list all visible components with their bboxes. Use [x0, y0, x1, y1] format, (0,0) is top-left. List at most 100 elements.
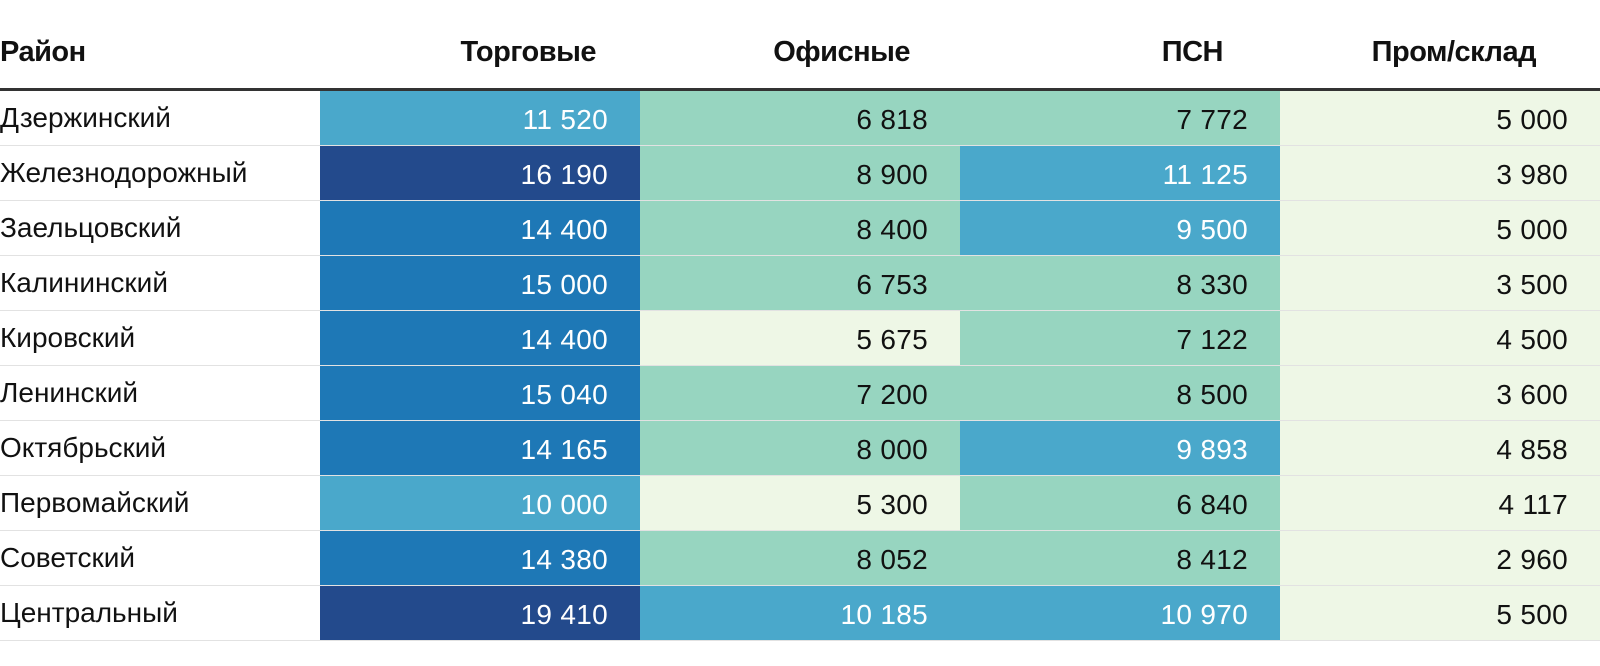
row-divider [0, 420, 1600, 421]
cell-value: 14 165 [520, 434, 608, 465]
row-divider [0, 530, 1600, 531]
district-name: Ленинский [0, 377, 139, 408]
cell-industrial: 5 500 [1280, 586, 1600, 641]
cell-value: 3 500 [1496, 269, 1568, 300]
cell-value: 14 380 [520, 544, 608, 575]
cell-value: 8 500 [1176, 379, 1248, 410]
district-name: Дзержинский [0, 102, 171, 133]
table-row: Калининский 15 000 6 753 8 330 3 500 [0, 256, 1600, 311]
district-name: Калининский [0, 267, 168, 298]
cell-value: 8 052 [856, 544, 928, 575]
cell-value: 9 893 [1176, 434, 1248, 465]
cell-value: 19 410 [520, 599, 608, 630]
cell-value: 14 400 [520, 324, 608, 355]
cell-office: 8 052 [640, 531, 960, 586]
cell-value: 5 500 [1496, 599, 1568, 630]
cell-industrial: 4 117 [1280, 476, 1600, 531]
cell-retail: 15 000 [320, 256, 640, 311]
cell-office: 7 200 [640, 366, 960, 421]
cell-office: 5 675 [640, 311, 960, 366]
header-retail: Торговые [460, 36, 597, 68]
cell-value: 8 412 [1176, 544, 1248, 575]
cell-psn: 8 500 [960, 366, 1280, 421]
row-divider [0, 145, 1600, 146]
cell-industrial: 3 500 [1280, 256, 1600, 311]
cell-office: 8 000 [640, 421, 960, 476]
cell-value: 4 858 [1496, 434, 1568, 465]
price-table: Район Торговые Офисные ПСН Пром/склад Дз… [0, 28, 1600, 641]
header-industrial: Пром/склад [1371, 36, 1537, 68]
cell-industrial: 5 000 [1280, 91, 1600, 146]
district-name: Первомайский [0, 487, 190, 518]
table-row: Первомайский 10 000 5 300 6 840 4 117 [0, 476, 1600, 531]
cell-psn: 8 412 [960, 531, 1280, 586]
cell-value: 7 122 [1176, 324, 1248, 355]
table-body: Дзержинский 11 520 6 818 7 772 5 000 Железнод… [0, 91, 1600, 641]
cell-industrial: 3 980 [1280, 146, 1600, 201]
row-divider [0, 475, 1600, 476]
table-row: Железнодорожный 16 190 8 900 11 125 3 980 [0, 146, 1600, 201]
cell-office: 10 185 [640, 586, 960, 641]
cell-value: 8 400 [856, 214, 928, 245]
cell-value: 6 840 [1176, 489, 1248, 520]
cell-value: 3 980 [1496, 159, 1568, 190]
row-divider [0, 640, 1600, 641]
cell-value: 6 753 [856, 269, 928, 300]
cell-industrial: 5 000 [1280, 201, 1600, 256]
cell-value: 5 000 [1496, 214, 1568, 245]
district-name: Железнодорожный [0, 157, 248, 188]
cell-industrial: 4 858 [1280, 421, 1600, 476]
cell-value: 4 500 [1496, 324, 1568, 355]
cell-value: 8 000 [856, 434, 928, 465]
cell-value: 6 818 [856, 104, 928, 135]
table-row: Дзержинский 11 520 6 818 7 772 5 000 [0, 91, 1600, 146]
cell-value: 15 000 [520, 269, 608, 300]
cell-value: 11 125 [1162, 159, 1248, 190]
cell-retail: 16 190 [320, 146, 640, 201]
cell-value: 10 970 [1160, 599, 1248, 630]
cell-value: 5 300 [856, 489, 928, 520]
cell-psn: 7 122 [960, 311, 1280, 366]
cell-value: 14 400 [520, 214, 608, 245]
table-row: Заельцовский 14 400 8 400 9 500 5 000 [0, 201, 1600, 256]
cell-office: 8 400 [640, 201, 960, 256]
cell-industrial: 2 960 [1280, 531, 1600, 586]
cell-value: 10 185 [840, 599, 928, 630]
table-row: Ленинский 15 040 7 200 8 500 3 600 [0, 366, 1600, 421]
row-divider [0, 255, 1600, 256]
cell-retail: 15 040 [320, 366, 640, 421]
cell-retail: 14 165 [320, 421, 640, 476]
district-name: Октябрьский [0, 432, 167, 463]
table-row: Центральный 19 410 10 185 10 970 5 500 [0, 586, 1600, 641]
cell-value: 7 772 [1176, 104, 1248, 135]
cell-value: 7 200 [856, 379, 928, 410]
cell-retail: 14 400 [320, 311, 640, 366]
cell-psn: 10 970 [960, 586, 1280, 641]
cell-office: 6 753 [640, 256, 960, 311]
cell-office: 5 300 [640, 476, 960, 531]
cell-value: 11 520 [522, 104, 608, 135]
row-divider [0, 200, 1600, 201]
row-divider [0, 365, 1600, 366]
cell-office: 8 900 [640, 146, 960, 201]
district-name: Центральный [0, 597, 178, 628]
table-header: Район Торговые Офисные ПСН Пром/склад [0, 28, 1600, 91]
district-name: Заельцовский [0, 212, 182, 243]
district-name: Советский [0, 542, 136, 573]
row-divider [0, 310, 1600, 311]
cell-retail: 14 400 [320, 201, 640, 256]
cell-office: 6 818 [640, 91, 960, 146]
cell-value: 4 117 [1498, 489, 1568, 520]
cell-value: 8 330 [1176, 269, 1248, 300]
cell-retail: 19 410 [320, 586, 640, 641]
cell-retail: 14 380 [320, 531, 640, 586]
cell-industrial: 4 500 [1280, 311, 1600, 366]
table-row: Октябрьский 14 165 8 000 9 893 4 858 [0, 421, 1600, 476]
cell-value: 10 000 [520, 489, 608, 520]
row-divider [0, 585, 1600, 586]
cell-retail: 11 520 [320, 91, 640, 146]
table-row: Советский 14 380 8 052 8 412 2 960 [0, 531, 1600, 586]
cell-value: 15 040 [520, 379, 608, 410]
cell-value: 5 675 [856, 324, 928, 355]
cell-value: 9 500 [1176, 214, 1248, 245]
